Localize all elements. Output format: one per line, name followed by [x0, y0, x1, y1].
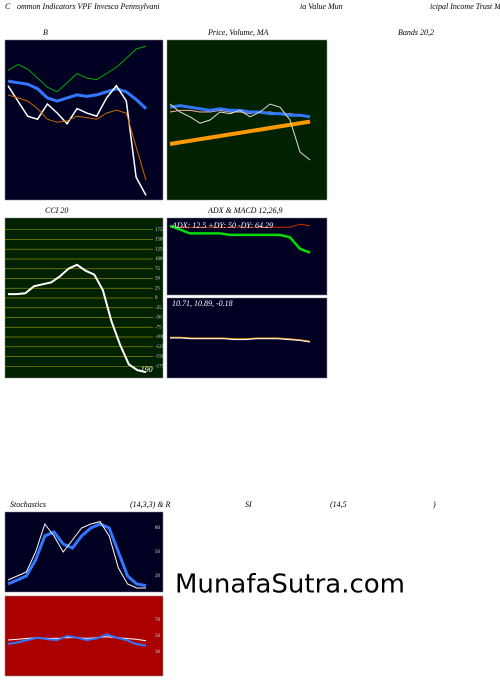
- annotation: ADX: 12.5 +DY: 50 -DY: 64.29: [171, 221, 273, 230]
- y-tick-label: 100: [155, 257, 163, 262]
- panel: [166, 39, 328, 201]
- y-tick-label: 0: [155, 296, 158, 301]
- series-line: [7, 79, 148, 110]
- y-tick-label: 50: [155, 634, 161, 639]
- series-line: [7, 84, 147, 196]
- y-tick-label: 20: [155, 574, 161, 579]
- y-tick-label: 50: [155, 550, 161, 555]
- series-line: [7, 633, 147, 647]
- caption: ): [432, 500, 436, 509]
- caption: Stochastics: [10, 500, 46, 509]
- annotation: 10.71, 10.89, -0.18: [172, 299, 233, 308]
- caption: (14,5: [330, 500, 347, 509]
- y-tick-label: 25: [155, 286, 161, 291]
- caption: (14,3,3) & R: [130, 500, 171, 509]
- panel: [4, 595, 164, 677]
- series-line: [169, 103, 311, 161]
- y-tick-label: -150: [155, 355, 165, 360]
- series-line: [8, 263, 147, 374]
- series-line: [170, 336, 311, 342]
- series-line: [169, 224, 311, 254]
- panel: [4, 511, 164, 593]
- y-tick-label: 80: [155, 526, 161, 531]
- caption: SI: [245, 500, 252, 509]
- annotation: -190: [138, 365, 153, 374]
- caption: C: [5, 2, 11, 11]
- y-tick-label: 125: [155, 247, 163, 252]
- y-tick-label: -75: [155, 325, 162, 330]
- watermark: MunafaSutra.com: [175, 570, 405, 600]
- caption: CCI 20: [45, 206, 68, 215]
- y-tick-label: -175: [155, 364, 165, 369]
- panel: [166, 217, 328, 296]
- series-line: [170, 223, 311, 228]
- y-tick-label: -25: [155, 306, 162, 311]
- y-tick-label: 30: [155, 650, 161, 655]
- series-line: [7, 94, 147, 181]
- caption: ommon Indicators VPF Invesco Pennsylvani: [17, 2, 160, 11]
- y-tick-label: -50: [155, 316, 162, 321]
- series-line: [7, 45, 147, 93]
- y-tick-label: -100: [155, 335, 165, 340]
- y-tick-label: 175: [155, 228, 163, 233]
- caption: B: [43, 28, 48, 37]
- caption: ia Value Mun: [300, 2, 343, 11]
- caption: ADX & MACD 12,26,9: [207, 206, 282, 215]
- panel: [4, 39, 164, 201]
- y-tick-label: 150: [155, 238, 163, 243]
- series-line: [7, 521, 146, 589]
- y-tick-label: -125: [155, 345, 165, 350]
- y-tick-label: 50: [155, 277, 161, 282]
- series-line: [7, 522, 147, 588]
- y-tick-label: 70: [155, 618, 161, 623]
- series-line: [170, 337, 311, 343]
- caption: Bands 20,2: [398, 28, 434, 37]
- caption: Price, Volume, MA: [207, 28, 269, 37]
- series-line: [169, 119, 311, 146]
- y-tick-label: 75: [155, 267, 161, 272]
